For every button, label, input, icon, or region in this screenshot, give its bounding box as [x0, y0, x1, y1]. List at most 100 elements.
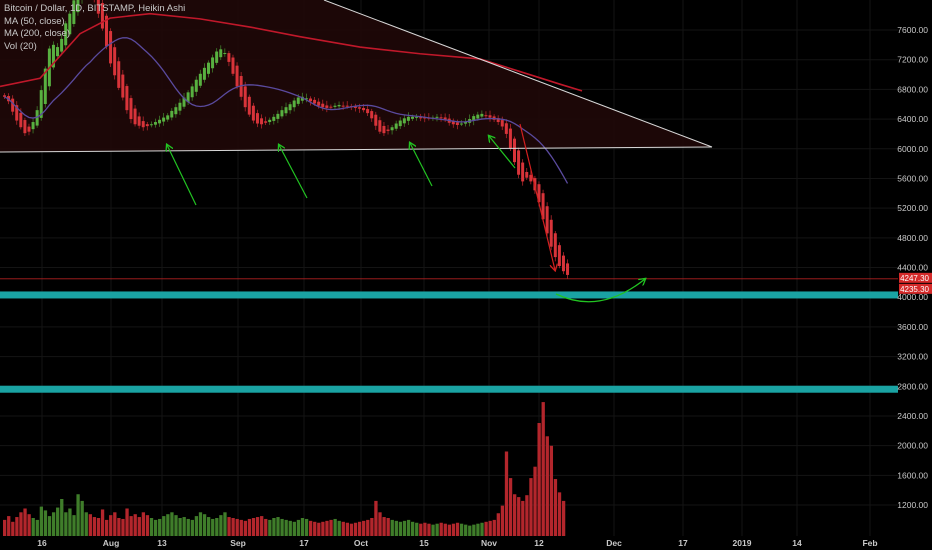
- volume-bar: [325, 520, 329, 537]
- price-tick-label: 7600.00: [897, 25, 928, 35]
- volume-bar: [508, 478, 513, 537]
- candle-body: [243, 86, 247, 108]
- candle-body: [27, 126, 31, 132]
- volume-bar: [239, 519, 243, 537]
- candle-body: [202, 67, 206, 80]
- volume-bar: [423, 522, 427, 537]
- volume-bar: [353, 522, 358, 537]
- price-tick-label: 5200.00: [897, 203, 928, 213]
- volume-bar: [149, 518, 154, 537]
- candle-body: [484, 115, 488, 117]
- volume-bar: [202, 514, 207, 537]
- candle-body: [117, 61, 121, 88]
- candle-body: [435, 116, 439, 118]
- candle-body: [170, 110, 174, 118]
- volume-bar: [272, 518, 276, 537]
- candle-body: [451, 120, 455, 125]
- candle-body: [162, 117, 166, 122]
- candles: [3, 0, 570, 279]
- ma50-line: [4, 37, 569, 184]
- volume-bar: [370, 518, 374, 537]
- price-tag-label: 4235.30: [900, 285, 929, 294]
- candle-body: [264, 121, 268, 123]
- volume-bar: [39, 506, 44, 537]
- candle-body: [521, 162, 525, 182]
- candle-body: [480, 113, 484, 117]
- candle-body: [15, 105, 19, 121]
- price-tick-label: 5600.00: [897, 173, 928, 183]
- candle-body: [72, 0, 76, 24]
- candle-body: [406, 116, 410, 121]
- volume-bar: [329, 519, 333, 537]
- volume-bar: [313, 521, 317, 537]
- candle-body: [68, 13, 72, 35]
- candle-body: [345, 105, 349, 107]
- volume-bar: [345, 522, 350, 537]
- candle-body: [235, 65, 239, 87]
- candle-body: [566, 263, 570, 275]
- volume-bar: [153, 519, 158, 537]
- volume-bar: [517, 497, 521, 537]
- price-tick-label: 6000.00: [897, 144, 928, 154]
- volume-bar: [300, 518, 305, 537]
- candle-body: [23, 120, 27, 134]
- candle-body: [31, 122, 35, 130]
- time-tick-label: 17: [299, 538, 309, 548]
- candle-body: [362, 107, 366, 111]
- candle-body: [19, 112, 23, 128]
- candle-body: [207, 62, 210, 74]
- volume-bar: [178, 518, 182, 537]
- volume-bars: [3, 402, 566, 537]
- candle-body: [549, 219, 553, 247]
- candle-body: [145, 124, 149, 127]
- candle-body: [508, 128, 512, 149]
- candle-body: [137, 116, 141, 126]
- candle-body: [35, 110, 39, 126]
- candle-body: [133, 108, 137, 125]
- volume-bar: [337, 520, 341, 537]
- candle-body: [76, 0, 80, 13]
- chart-legend: Bitcoin / Dollar, 1D, BITSTAMP, Heikin A…: [4, 3, 185, 53]
- candle-body: [284, 107, 288, 114]
- volume-bar: [382, 517, 386, 537]
- time-tick-label: Aug: [103, 538, 120, 548]
- green-arrow: [279, 145, 308, 199]
- candle-body: [459, 123, 463, 125]
- candle-body: [300, 96, 304, 101]
- volume-bar: [378, 512, 382, 537]
- candle-body: [378, 120, 382, 132]
- volume-bar: [464, 524, 468, 537]
- triangle-pattern: [0, 0, 712, 152]
- volume-bar: [76, 494, 80, 537]
- volume-bar: [19, 512, 23, 537]
- volume-bar: [317, 522, 321, 537]
- volume-bar: [198, 512, 203, 537]
- volume-bar: [480, 522, 484, 537]
- candle-body: [513, 138, 516, 163]
- price-tick-label: 4000.00: [897, 292, 928, 302]
- time-tick-label: 15: [419, 538, 429, 548]
- volume-bar: [349, 523, 354, 537]
- candle-body: [386, 129, 390, 131]
- candle-body: [476, 114, 480, 119]
- time-axis[interactable]: 16 Aug 13 Sep 17 Oct 15 Nov 12 Dec 17 2019 14 Feb: [0, 536, 932, 550]
- candle-body: [296, 97, 300, 104]
- green-arrow: [167, 145, 197, 206]
- candle-body: [255, 113, 259, 124]
- volume-bar: [109, 515, 113, 537]
- price-tick-label: 3200.00: [897, 352, 928, 362]
- volume-bar: [284, 519, 288, 537]
- candle-body: [517, 150, 521, 175]
- price-tags: 4247.30 4235.30: [899, 272, 932, 294]
- volume-bar: [366, 519, 370, 537]
- volume-bar: [492, 519, 496, 537]
- price-tick-label: 1200.00: [897, 500, 928, 510]
- candle-body: [60, 38, 64, 52]
- volume-bar: [525, 495, 529, 537]
- volume-bar: [23, 508, 27, 537]
- volume-bar: [11, 521, 15, 537]
- volume-bar: [439, 522, 443, 537]
- volume-bar: [231, 518, 235, 537]
- candle-body: [439, 117, 443, 119]
